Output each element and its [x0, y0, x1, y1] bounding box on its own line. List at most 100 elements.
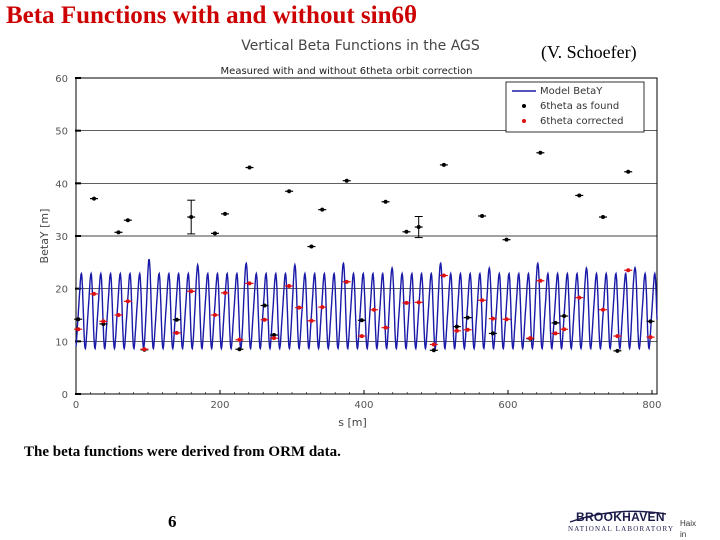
found-point — [125, 218, 130, 223]
logo-subtitle: NATIONAL LABORATORY — [568, 525, 675, 533]
legend-swatch-found — [522, 104, 526, 108]
corrected-point — [142, 347, 147, 352]
corrected-point — [577, 295, 582, 300]
corrected-point — [648, 335, 653, 340]
found-point — [538, 150, 543, 155]
corrected-point — [247, 281, 252, 286]
found-point — [615, 348, 620, 353]
corrected-point — [441, 273, 446, 278]
chart-container: Vertical Beta Functions in the AGS Measur… — [0, 30, 720, 440]
found-point — [287, 189, 292, 194]
model-betay-line — [75, 258, 658, 351]
found-point — [91, 196, 96, 201]
corrected-point — [416, 300, 421, 305]
logo-wordmark: BROOKHAVEN — [576, 510, 665, 524]
found-point — [562, 314, 567, 319]
found-point — [626, 169, 631, 174]
y-tick-label: 30 — [55, 232, 68, 243]
page-number: 6 — [168, 512, 177, 531]
brookhaven-logo: BROOKHAVEN NATIONAL LABORATORY — [566, 510, 675, 538]
corrected-point — [101, 319, 106, 324]
corrected-point — [174, 330, 179, 335]
found-point — [174, 317, 179, 322]
found-point — [262, 303, 267, 308]
corrected-point — [626, 268, 631, 273]
found-point — [383, 199, 388, 204]
corrected-point — [553, 331, 558, 336]
corrected-point — [383, 325, 388, 330]
corrected-point — [309, 318, 314, 323]
slide-title: Beta Functions with and without sin6θ — [6, 2, 418, 29]
chart-title: Vertical Beta Functions in the AGS — [241, 38, 480, 54]
corrected-point — [490, 316, 495, 321]
corrected-point — [528, 336, 533, 341]
corrected-point — [480, 298, 485, 303]
corrected-point — [125, 299, 130, 304]
corrected-point — [615, 334, 620, 339]
logo-swoosh-icon — [569, 510, 667, 523]
found-point — [577, 193, 582, 198]
found-point — [320, 207, 325, 212]
found-point — [404, 229, 409, 234]
corrected-point — [601, 307, 606, 312]
legend-label: 6theta corrected — [540, 116, 624, 127]
found-point — [553, 320, 558, 325]
corrected-point — [223, 290, 228, 295]
corrected-point — [465, 327, 470, 332]
y-tick-label: 0 — [62, 390, 68, 401]
x-tick-label: 0 — [73, 400, 79, 411]
x-tick-label: 400 — [354, 400, 373, 411]
author-credit: (V. Schoefer) — [541, 42, 637, 62]
corrected-point — [562, 327, 567, 332]
corrected-point — [297, 305, 302, 310]
found-point — [271, 333, 276, 338]
corrected-point — [91, 291, 96, 296]
y-tick-label: 20 — [55, 285, 68, 296]
beta-function-chart: Vertical Beta Functions in the AGS Measur… — [38, 38, 662, 429]
corrected-point — [431, 342, 436, 347]
corrected-point — [76, 327, 81, 332]
y-tick-label: 50 — [55, 127, 68, 138]
corrected-point — [454, 328, 459, 333]
corrected-point — [359, 334, 364, 339]
x-axis-label: s [m] — [338, 416, 367, 429]
corrected-point — [237, 337, 242, 342]
found-point — [309, 244, 314, 249]
corrected-point — [271, 336, 276, 341]
found-point — [237, 347, 242, 352]
x-tick-label: 200 — [210, 400, 229, 411]
corrected-point — [372, 307, 377, 312]
corrected-point — [320, 305, 325, 310]
found-point — [344, 178, 349, 183]
found-point — [454, 324, 459, 329]
chart-subtitle: Measured with and without 6theta orbit c… — [221, 66, 473, 77]
found-point — [490, 331, 495, 336]
found-point — [431, 348, 436, 353]
found-point — [416, 225, 421, 230]
slide-caption: The beta functions were derived from ORM… — [24, 444, 341, 460]
plot-frame — [75, 77, 658, 395]
found-point — [601, 215, 606, 220]
y-axis-label: BetaY [m] — [38, 209, 51, 264]
found-point — [116, 230, 121, 235]
legend-label: 6theta as found — [540, 101, 619, 112]
found-point — [441, 162, 446, 167]
y-tick-label: 60 — [55, 74, 68, 85]
legend-swatch-corrected — [522, 119, 526, 123]
found-point — [76, 317, 81, 322]
found-point — [648, 319, 653, 324]
found-point — [212, 231, 217, 236]
corrected-point — [344, 279, 349, 284]
corrected-point — [287, 284, 292, 289]
found-point — [359, 318, 364, 323]
found-point — [480, 213, 485, 218]
corrected-point — [189, 289, 194, 294]
x-tick-label: 600 — [498, 400, 517, 411]
corrected-point — [212, 313, 217, 317]
corrected-point — [116, 313, 121, 317]
corner-text: Haix in — [680, 519, 697, 539]
found-point — [504, 237, 509, 242]
y-tick-label: 10 — [55, 337, 68, 348]
found-point — [465, 315, 470, 320]
legend-label: Model BetaY — [540, 86, 603, 97]
